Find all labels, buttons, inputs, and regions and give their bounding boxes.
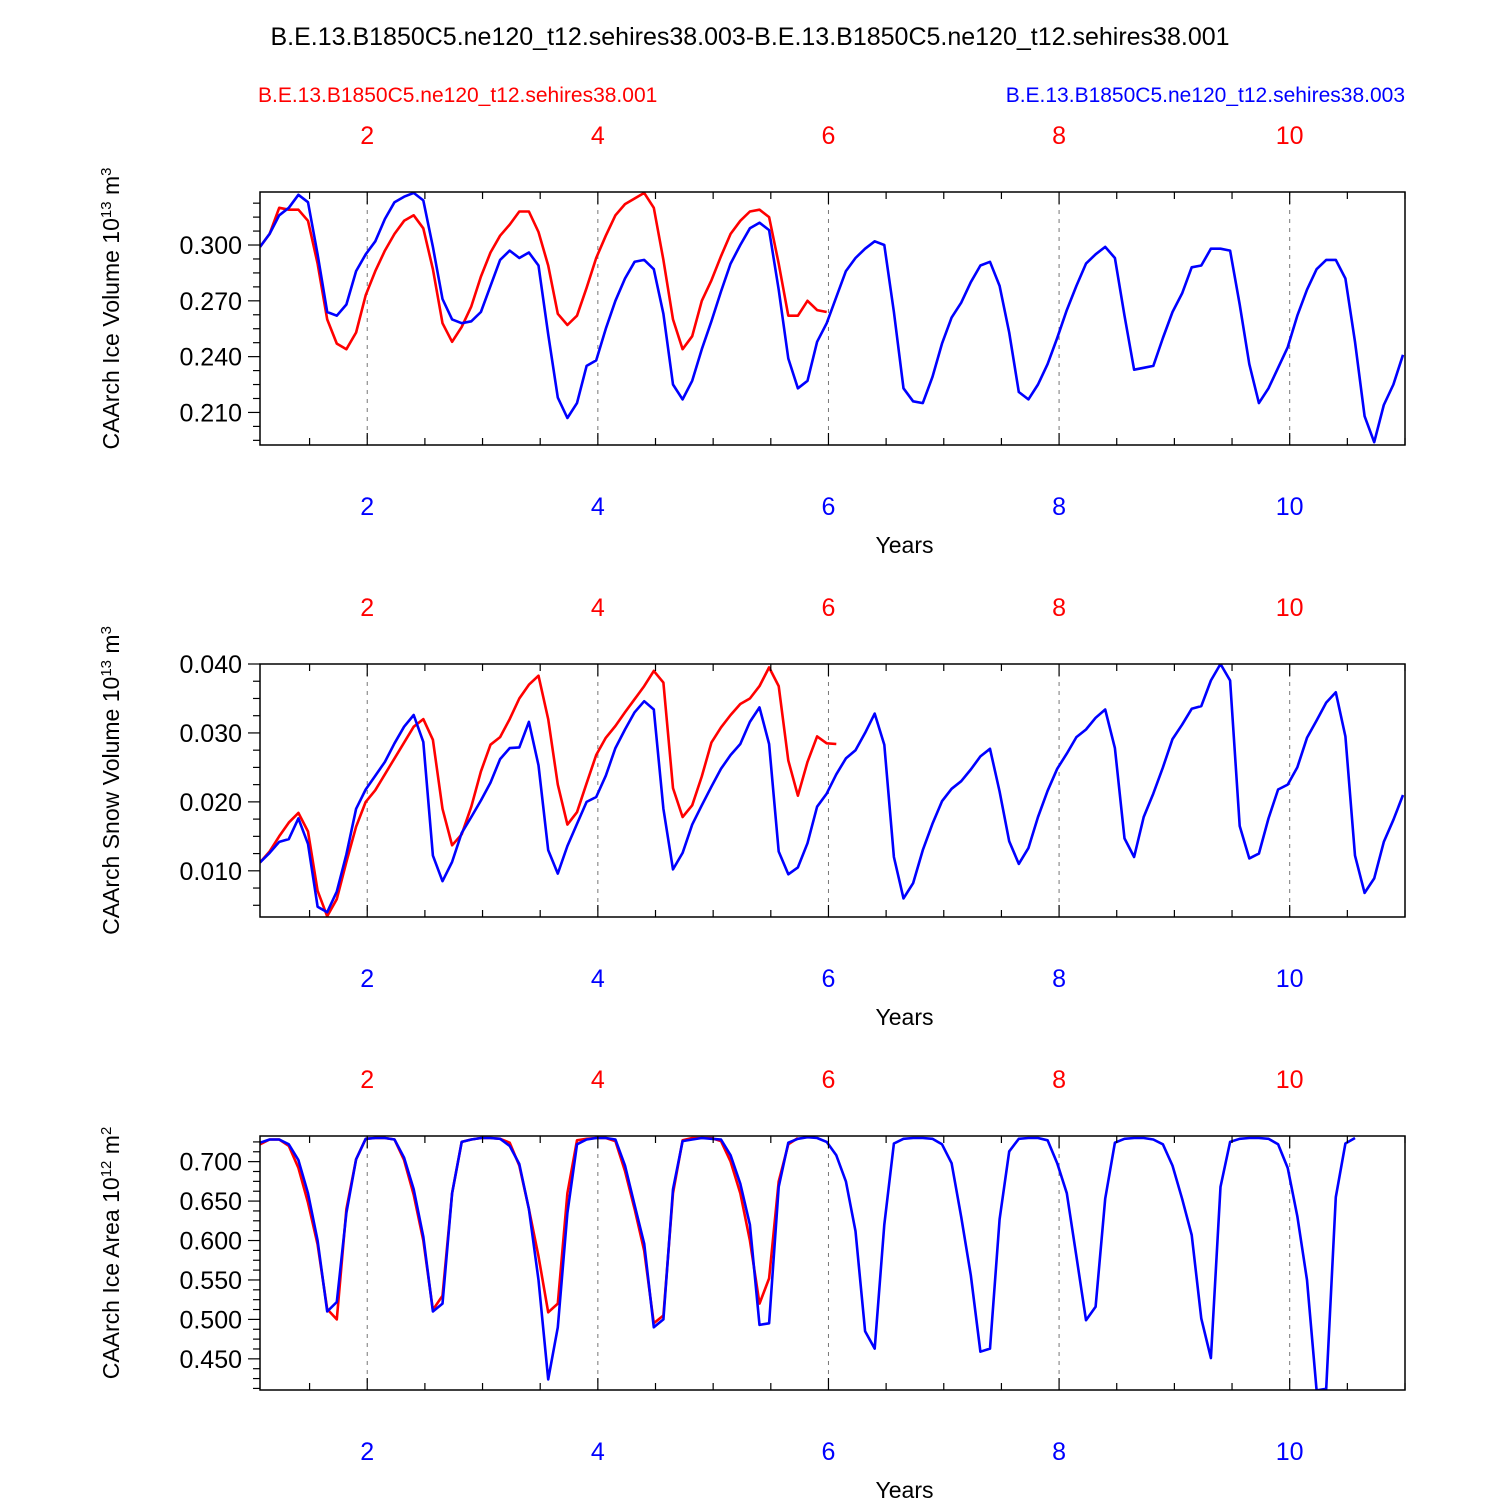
x-axis-label: Years: [876, 1477, 934, 1500]
x-tick-label-bottom: 10: [1276, 965, 1304, 993]
legend-red-label: B.E.13.B1850C5.ne120_t12.sehires38.001: [258, 84, 657, 107]
y-axis-label-sup: 13: [98, 660, 115, 677]
series-group: [260, 1136, 1356, 1390]
y-axis-label-sup: 2: [98, 1127, 115, 1135]
x-tick-label-bottom: 4: [591, 1438, 605, 1466]
y-axis-label-part: m: [98, 1135, 124, 1161]
y-axis-label-sup: 3: [98, 168, 115, 176]
x-tick-label-top: 8: [1052, 122, 1066, 150]
x-tick-label-bottom: 10: [1276, 1438, 1304, 1466]
panel-1: 0.210 0.240 0.270 0.300 2 2 4 4 6 6 8 8 10 10 Years CAA…: [98, 122, 1406, 558]
series-line-red: [260, 192, 827, 351]
x-tick-label-top: 8: [1052, 1066, 1066, 1094]
y-tick-label: 0.700: [179, 1149, 242, 1177]
x-tick-label-bottom: 8: [1052, 493, 1066, 521]
plot-frame: [259, 1135, 1406, 1391]
x-tick-label-bottom: 10: [1276, 493, 1304, 521]
y-axis-label: CAArch Ice Volume 1013 m3: [98, 168, 125, 450]
y-axis-label-sup: 3: [98, 626, 115, 634]
y-tick-label: 0.300: [179, 232, 242, 260]
y-axis-label-sup: 13: [98, 201, 115, 218]
series-line-red: [260, 666, 837, 917]
series-line-red: [260, 1136, 799, 1325]
y-tick-label: 0.270: [179, 288, 242, 316]
x-tick-label-top: 6: [822, 122, 836, 150]
x-axis-label: Years: [876, 1004, 934, 1030]
y-axis-label-part: CAArch Snow Volume 10: [98, 677, 124, 935]
x-tick-label-bottom: 4: [591, 965, 605, 993]
y-axis-label-part: m: [98, 634, 124, 660]
x-tick-label-top: 6: [822, 1066, 836, 1094]
y-tick-label: 0.500: [179, 1306, 242, 1334]
panels: 0.210 0.240 0.270 0.300 2 2 4 4 6 6 8 8 10 10 Years CAA…: [98, 122, 1406, 1500]
series-line-blue: [260, 192, 1405, 444]
x-tick-label-top: 10: [1276, 1066, 1304, 1094]
series-line-blue: [260, 1136, 1356, 1390]
plot-frame: [259, 191, 1406, 446]
x-tick-label-top: 4: [591, 594, 605, 622]
x-tick-label-bottom: 8: [1052, 1438, 1066, 1466]
y-axis-label: CAArch Ice Area 1012 m2: [98, 1127, 125, 1380]
y-axis-label-part: CAArch Ice Volume 10: [98, 218, 124, 449]
y-tick-label: 0.210: [179, 399, 242, 427]
x-tick-label-bottom: 6: [822, 493, 836, 521]
x-tick-label-bottom: 2: [360, 1438, 374, 1466]
y-tick-label: 0.600: [179, 1228, 242, 1256]
y-axis-label-part: m: [98, 176, 124, 202]
x-tick-label-top: 6: [822, 594, 836, 622]
series-group: [260, 664, 1405, 917]
legend-blue-label: B.E.13.B1850C5.ne120_t12.sehires38.003: [1006, 84, 1405, 107]
x-tick-label-top: 2: [360, 1066, 374, 1094]
x-tick-label-top: 4: [591, 1066, 605, 1094]
y-tick-label: 0.650: [179, 1188, 242, 1216]
plot-frame: [259, 663, 1406, 918]
y-tick-label: 0.030: [179, 720, 242, 748]
series-line-blue: [260, 664, 1405, 914]
y-axis-label-part: CAArch Ice Area 10: [98, 1177, 124, 1379]
y-tick-label: 0.450: [179, 1346, 242, 1374]
y-axis-label-sup: 12: [98, 1161, 115, 1178]
x-tick-label-bottom: 6: [822, 965, 836, 993]
x-tick-label-bottom: 6: [822, 1438, 836, 1466]
panel-3: 0.450 0.500 0.550 0.600 0.650 0.700 2 2 4 4 6 6 8 8 10…: [98, 1066, 1406, 1500]
x-tick-label-top: 10: [1276, 122, 1304, 150]
x-axis-label: Years: [876, 532, 934, 558]
x-tick-label-bottom: 2: [360, 493, 374, 521]
y-tick-label: 0.020: [179, 789, 242, 817]
x-tick-label-top: 2: [360, 594, 374, 622]
x-tick-label-top: 8: [1052, 594, 1066, 622]
series-group: [260, 192, 1405, 444]
x-tick-label-top: 2: [360, 122, 374, 150]
x-tick-label-top: 10: [1276, 594, 1304, 622]
chart-title: B.E.13.B1850C5.ne120_t12.sehires38.003-B…: [270, 23, 1229, 51]
x-tick-label-bottom: 8: [1052, 965, 1066, 993]
y-axis-label: CAArch Snow Volume 1013 m3: [98, 626, 125, 935]
x-tick-label-bottom: 4: [591, 493, 605, 521]
y-tick-label: 0.040: [179, 651, 242, 679]
x-tick-label-bottom: 2: [360, 965, 374, 993]
panel-2: 0.010 0.020 0.030 0.040 2 2 4 4 6 6 8 8 10 10 Years CAA…: [98, 594, 1406, 1030]
y-tick-label: 0.240: [179, 344, 242, 372]
x-tick-label-top: 4: [591, 122, 605, 150]
y-tick-label: 0.550: [179, 1267, 242, 1295]
y-tick-label: 0.010: [179, 858, 242, 886]
